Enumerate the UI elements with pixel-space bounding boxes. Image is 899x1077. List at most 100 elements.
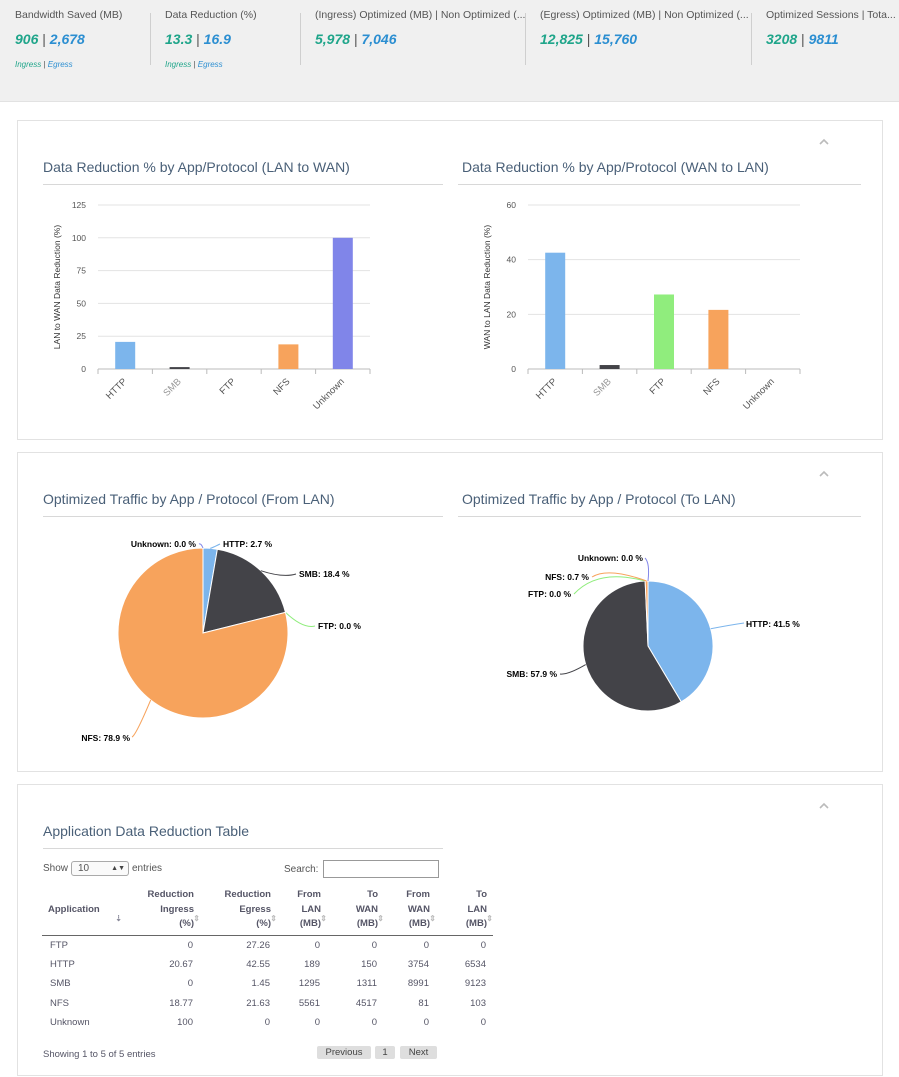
table-controls: Show 10 ▲▼ entries Search: (43, 860, 463, 883)
column-header-text: Reduction (224, 889, 271, 900)
column-header-text: (%) (256, 918, 271, 929)
table-cell: 1.45 (251, 978, 271, 990)
table-cell: 0 (314, 1017, 320, 1029)
kpi-title: (Ingress) Optimized (MB) | Non Optimized… (315, 9, 526, 21)
show-label: Show (43, 863, 69, 874)
x-tick-label: HTTP (534, 376, 559, 401)
kpi-sub-egress: Egress (47, 60, 73, 69)
x-tick-label: NFS (271, 376, 292, 397)
column-header-text: Ingress (160, 903, 194, 915)
table-cell: Unknown (50, 1017, 90, 1029)
bar-smb (599, 365, 620, 369)
table-cell: 103 (470, 997, 486, 1009)
table-cell: 0 (371, 939, 377, 951)
column-header[interactable]: Reduction Ingress (%) ⇕ (122, 885, 200, 936)
column-header[interactable]: Application ⇣ (42, 885, 122, 936)
column-header-text: From (297, 889, 321, 900)
kpi-title: Bandwidth Saved (MB) (15, 9, 123, 21)
column-header-text: (%) (179, 918, 194, 929)
collapse-chevron-icon[interactable] (818, 136, 830, 148)
kpi-sub-ingress: Ingress (15, 60, 42, 69)
column-header-text: Reduction (147, 889, 194, 900)
collapse-chevron-icon[interactable] (818, 468, 830, 480)
sort-ascending-icon: ⇣ (115, 914, 122, 923)
panel-data-reduction: Data Reduction % by App/Protocol (LAN to… (17, 120, 883, 440)
table-cell: 4517 (355, 997, 377, 1009)
table-cell: 9123 (464, 978, 486, 990)
search-input[interactable] (323, 860, 439, 878)
x-tick-label: FTP (648, 376, 668, 396)
bar-http (115, 341, 136, 369)
column-header[interactable]: To WAN (MB) ⇕ (327, 885, 384, 936)
kpi-value-optimized: 5,978 (315, 31, 351, 47)
pie-connector (198, 543, 204, 549)
pie-connector (591, 572, 647, 582)
table-cell: 3754 (407, 958, 429, 970)
column-header-text: LAN (467, 903, 487, 915)
chart-title-lan-to-wan: Data Reduction % by App/Protocol (LAN to… (43, 159, 350, 175)
bar-http (545, 252, 566, 369)
column-header-text: WAN (355, 903, 378, 915)
kpi-optimized-sessions: Optimized Sessions | Tota... 3208 | 9811 (766, 9, 896, 47)
entries-label: entries (132, 863, 163, 874)
table-title: Application Data Reduction Table (43, 823, 249, 839)
sort-icon: ⇕ (320, 914, 327, 923)
column-header[interactable]: From WAN (MB) ⇕ (384, 885, 436, 936)
table-cell: SMB (50, 978, 71, 990)
column-header-text: Egress (239, 903, 271, 915)
pie-label-unknown: Unknown: 0.0 % (131, 539, 197, 549)
kpi-divider (300, 13, 301, 65)
pie-connector (260, 570, 297, 576)
column-header[interactable]: From LAN (MB) ⇕ (277, 885, 327, 936)
y-tick-label: 125 (72, 200, 86, 210)
kpi-bandwidth-saved: Bandwidth Saved (MB) 906 | 2,678 Ingress… (15, 9, 123, 69)
table-cell: 0 (187, 939, 193, 951)
kpi-title: (Egress) Optimized (MB) | Non Optimized … (540, 9, 749, 21)
table-header-row: Application ⇣ Reduction Ingress (%) ⇕ Reductio… (42, 885, 493, 936)
x-tick-label: Unknown (741, 376, 777, 412)
table-cell: 0 (314, 939, 320, 951)
pie-label-ftp: FTP: 0.0 % (318, 621, 361, 631)
column-header[interactable]: Reduction Egress (%) ⇕ (200, 885, 277, 936)
entries-select[interactable]: 10 ▲▼ (71, 861, 129, 876)
pie-connector (710, 622, 745, 630)
table-cell: 0 (264, 1017, 270, 1029)
chart-title-to-lan: Optimized Traffic by App / Protocol (To … (462, 491, 736, 507)
page-1-button[interactable]: 1 (375, 1046, 395, 1059)
table-row: HTTP 20.67 42.55 189 150 3754 6534 (42, 955, 493, 975)
pie-label-http: HTTP: 41.5 % (746, 619, 800, 629)
next-button[interactable]: Next (400, 1046, 437, 1059)
kpi-ingress-optimized: (Ingress) Optimized (MB) | Non Optimized… (315, 9, 526, 47)
y-tick-label: 0 (81, 364, 86, 374)
table-cell: NFS (50, 997, 69, 1009)
select-arrows-icon: ▲▼ (111, 865, 125, 872)
table-cell: 81 (418, 997, 429, 1009)
kpi-value-optimized-sessions: 3208 (766, 31, 798, 47)
previous-button[interactable]: Previous (317, 1046, 371, 1059)
title-divider (458, 184, 861, 185)
kpi-egress-optimized: (Egress) Optimized (MB) | Non Optimized … (540, 9, 749, 47)
search-label: Search: (284, 864, 319, 875)
kpi-value-ingress: 13.3 (165, 31, 193, 47)
pie-label-unknown: Unknown: 0.0 % (578, 553, 644, 563)
column-header[interactable]: To LAN (MB) ⇕ (436, 885, 493, 936)
table-cell: 0 (423, 939, 429, 951)
table-cell: 27.26 (246, 939, 270, 951)
table-cell: 150 (361, 958, 377, 970)
table-cell: 1311 (356, 978, 377, 990)
kpi-value-non-optimized: 7,046 (361, 31, 397, 47)
panel-optimized-traffic: Optimized Traffic by App / Protocol (Fro… (17, 452, 883, 772)
sort-icon: ⇕ (193, 914, 200, 923)
y-tick-label: 0 (511, 364, 516, 374)
y-axis-label: LAN to WAN Data Reduction (%) (52, 225, 62, 350)
pie-slice-smb (202, 548, 287, 634)
table-cell: 18.77 (169, 997, 193, 1009)
kpi-title: Optimized Sessions | Tota... (766, 9, 896, 21)
table-cell: 21.63 (246, 997, 270, 1009)
pie-chart-from-lan: HTTP: 2.7 % SMB: 18.4 % FTP: 0.0 % NFS: 78.… (81, 539, 361, 743)
collapse-chevron-icon[interactable] (818, 800, 830, 812)
table-cell: 0 (423, 1017, 429, 1029)
x-tick-label: HTTP (104, 376, 129, 401)
sort-icon: ⇕ (486, 914, 493, 923)
y-tick-label: 75 (77, 266, 87, 276)
